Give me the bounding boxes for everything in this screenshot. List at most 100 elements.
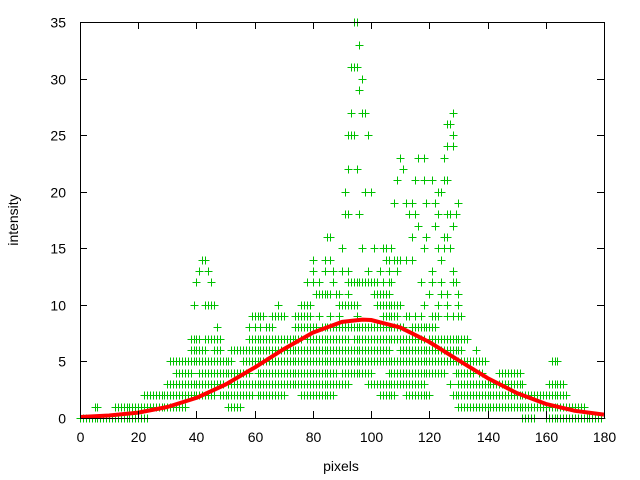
data-point — [361, 109, 370, 118]
data-point — [274, 301, 283, 310]
data-point — [358, 244, 367, 253]
data-point — [425, 290, 434, 299]
data-point — [408, 233, 417, 242]
data-point — [213, 323, 222, 332]
data-point — [422, 199, 431, 208]
data-point — [353, 301, 362, 310]
data-point — [364, 267, 373, 276]
data-point — [437, 188, 446, 197]
data-point — [207, 278, 216, 287]
data-point — [329, 278, 338, 287]
data-point — [425, 391, 434, 400]
data-point — [393, 267, 402, 276]
data-point — [350, 131, 359, 140]
data-point — [268, 323, 277, 332]
x-tick-label: 20 — [131, 429, 147, 445]
x-axis-ticks: 0 20 40 60 80 100 120 140 160 180 — [77, 22, 617, 445]
data-point — [355, 86, 364, 95]
data-point — [195, 267, 204, 276]
x-tick-label: 40 — [189, 429, 205, 445]
data-point — [443, 301, 452, 310]
data-point — [344, 267, 353, 276]
data-point — [411, 176, 420, 185]
y-tick-label: 35 — [50, 15, 66, 31]
data-point — [443, 176, 452, 185]
data-point — [449, 131, 458, 140]
data-point — [454, 290, 463, 299]
data-point — [353, 165, 362, 174]
data-point — [227, 357, 236, 366]
x-tick-label: 60 — [248, 429, 264, 445]
data-point — [428, 278, 437, 287]
x-axis-label: pixels — [323, 458, 359, 474]
data-point — [431, 222, 440, 231]
x-tick-label: 180 — [593, 429, 617, 445]
data-point — [452, 278, 461, 287]
data-point — [364, 131, 373, 140]
y-tick-label: 25 — [50, 128, 66, 144]
data-point — [437, 256, 446, 265]
data-point — [396, 154, 405, 163]
data-point — [376, 267, 385, 276]
y-tick-label: 30 — [50, 72, 66, 88]
data-point — [393, 176, 402, 185]
data-point — [472, 346, 481, 355]
data-point — [408, 256, 417, 265]
data-point — [420, 301, 429, 310]
data-point — [187, 369, 196, 378]
data-point — [443, 233, 452, 242]
data-point — [344, 165, 353, 174]
data-point — [446, 380, 455, 389]
data-point — [454, 301, 463, 310]
data-point — [434, 210, 443, 219]
data-point — [216, 346, 225, 355]
data-point — [422, 233, 431, 242]
data-point — [420, 244, 429, 253]
data-point — [344, 290, 353, 299]
data-point — [399, 165, 408, 174]
data-point — [457, 346, 466, 355]
data-point — [420, 176, 429, 185]
data-point — [443, 290, 452, 299]
data-point — [449, 142, 458, 151]
data-point — [559, 380, 568, 389]
data-point — [280, 312, 289, 321]
data-point — [353, 63, 362, 72]
x-tick-label: 0 — [77, 429, 85, 445]
data-point — [385, 267, 394, 276]
data-point — [329, 391, 338, 400]
data-point — [309, 267, 318, 276]
data-point — [411, 210, 420, 219]
data-point — [516, 369, 525, 378]
x-tick-label: 100 — [360, 429, 384, 445]
data-point — [393, 312, 402, 321]
y-axis-ticks: 0 5 10 15 20 25 30 35 — [50, 15, 604, 427]
data-point — [518, 380, 527, 389]
data-point — [431, 323, 440, 332]
data-point — [367, 188, 376, 197]
data-point — [236, 403, 245, 412]
data-point — [210, 301, 219, 310]
data-point — [434, 312, 443, 321]
data-point — [446, 120, 455, 129]
data-point — [329, 267, 338, 276]
data-point — [481, 357, 490, 366]
data-point — [181, 403, 190, 412]
data-point — [326, 256, 335, 265]
y-axis-label: intensity — [5, 194, 21, 245]
data-point — [428, 176, 437, 185]
data-point — [321, 267, 330, 276]
fit-curve — [79, 317, 605, 419]
data-point — [417, 278, 426, 287]
data-point — [437, 278, 446, 287]
data-point — [452, 210, 461, 219]
data-point — [338, 244, 347, 253]
data-point — [385, 346, 394, 355]
y-tick-label: 5 — [58, 354, 66, 370]
data-point — [315, 278, 324, 287]
y-tick-label: 20 — [50, 185, 66, 201]
data-point — [449, 222, 458, 231]
data-point — [344, 210, 353, 219]
x-tick-label: 120 — [418, 429, 442, 445]
